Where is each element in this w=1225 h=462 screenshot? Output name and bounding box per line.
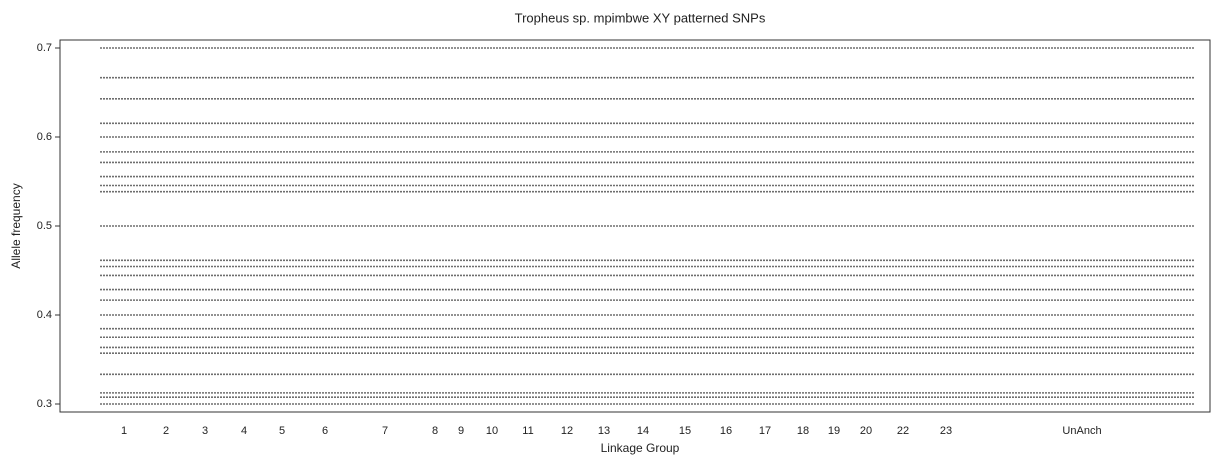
y-tick-label: 0.4 <box>37 309 52 321</box>
x-tick-label: 17 <box>759 425 771 437</box>
x-tick-label: 7 <box>382 425 388 437</box>
x-tick-label: 5 <box>279 425 285 437</box>
y-tick-label: 0.7 <box>37 42 52 54</box>
x-tick-label: 15 <box>679 425 691 437</box>
chart-title: Tropheus sp. mpimbwe XY patterned SNPs <box>515 10 766 25</box>
x-tick-label: 12 <box>561 425 573 437</box>
x-tick-label: 13 <box>598 425 610 437</box>
x-tick-label: 8 <box>432 425 438 437</box>
x-tick-label: 16 <box>720 425 732 437</box>
x-tick-label: 10 <box>486 425 498 437</box>
x-tick-label: 3 <box>202 425 208 437</box>
x-tick-label: 1 <box>121 425 127 437</box>
y-tick-label: 0.5 <box>37 220 52 232</box>
y-axis-label: Allele frequency <box>9 183 23 268</box>
y-tick-label: 0.6 <box>37 131 52 143</box>
x-tick-label: 19 <box>828 425 840 437</box>
x-tick-label: 11 <box>522 425 533 437</box>
x-tick-label: 20 <box>860 425 872 437</box>
x-tick-label: 2 <box>163 425 169 437</box>
x-tick-label: 22 <box>897 425 909 437</box>
x-tick-label: UnAnch <box>1062 425 1101 437</box>
x-tick-label: 6 <box>322 425 328 437</box>
x-axis-label: Linkage Group <box>601 441 680 455</box>
x-tick-label: 18 <box>797 425 809 437</box>
x-tick-label: 9 <box>458 425 464 437</box>
x-tick-label: 14 <box>637 425 649 437</box>
y-tick-label: 0.3 <box>37 398 52 410</box>
x-tick-label: 23 <box>940 425 952 437</box>
x-tick-label: 4 <box>241 425 247 437</box>
